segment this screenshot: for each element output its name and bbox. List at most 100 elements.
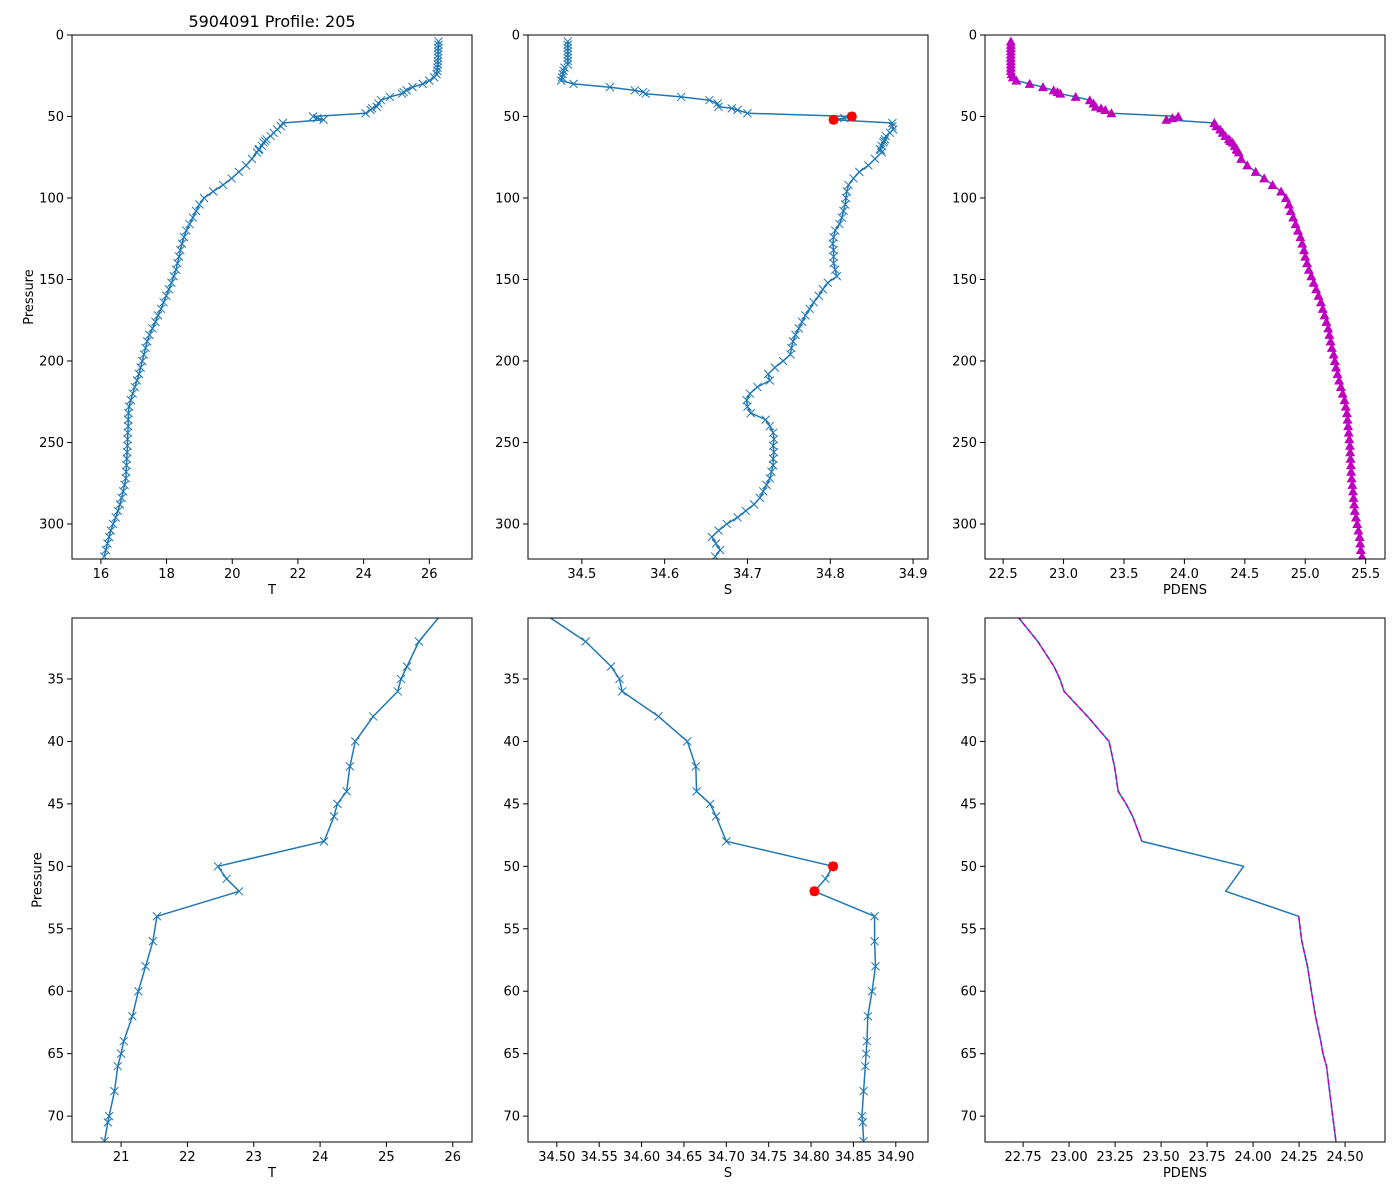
x-marker-T: [141, 961, 150, 971]
y-tick-label: 55: [47, 922, 64, 937]
triangle-marker-PDENS: [1161, 114, 1172, 124]
triangle-marker-PDENS: [1324, 329, 1335, 339]
y-tick-label: 250: [495, 436, 520, 451]
x-marker-S: [837, 213, 847, 222]
x-marker-S: [864, 161, 873, 170]
x-axis-label: S: [724, 583, 732, 598]
x-tick-label: 24: [355, 567, 372, 582]
x-marker-S: [885, 128, 895, 138]
y-tick-label: 150: [952, 273, 977, 288]
x-marker-T: [113, 1061, 123, 1071]
x-marker-T: [123, 415, 133, 425]
x-tick-label: 34.85: [835, 1150, 872, 1165]
x-marker-S: [823, 278, 833, 288]
x-tick-label: 23: [245, 1150, 262, 1165]
triangle-marker-PDENS: [1345, 453, 1356, 463]
x-marker-S: [854, 167, 864, 177]
x-tick-label: 24: [312, 1150, 329, 1165]
x-marker-T: [134, 369, 144, 379]
x-marker-S: [763, 369, 773, 379]
x-marker-S: [715, 545, 725, 555]
x-marker-S: [705, 799, 715, 809]
x-marker-S: [870, 936, 879, 946]
x-marker-T: [185, 219, 194, 229]
y-tick-label: 50: [503, 860, 520, 875]
triangle-marker-PDENS: [1242, 160, 1253, 170]
triangle-marker-PDENS: [1328, 349, 1339, 359]
axes-T-zoom-plot-area: [100, 618, 440, 1142]
x-marker-T: [345, 762, 355, 771]
triangle-marker-PDENS: [1343, 421, 1354, 431]
x-marker-T: [402, 86, 412, 95]
axes-S-zoom-plot-area: [549, 618, 880, 1142]
x-marker-T: [100, 1136, 109, 1142]
x-marker-T: [137, 356, 147, 366]
x-marker-S: [858, 1118, 868, 1127]
axes-frame: [527, 34, 929, 560]
y-tick-label: 60: [960, 985, 977, 1000]
triangle-marker-PDENS: [1319, 310, 1330, 320]
y-tick-label: 45: [47, 797, 64, 812]
x-marker-S: [617, 687, 627, 696]
x-marker-S: [801, 310, 810, 320]
y-tick-label: 45: [960, 797, 977, 812]
y-tick-label: 50: [503, 110, 520, 125]
x-marker-T: [164, 284, 174, 294]
y-tick-label: 0: [512, 29, 520, 44]
x-marker-S: [859, 1136, 868, 1142]
x-marker-T: [122, 460, 131, 470]
x-marker-T: [332, 799, 342, 809]
y-tick-label: 65: [503, 1047, 520, 1062]
x-marker-S: [867, 986, 877, 996]
x-marker-T: [433, 46, 443, 56]
x-marker-S: [768, 460, 778, 470]
x-tick-label: 22: [290, 567, 307, 582]
x-marker-S: [558, 69, 568, 79]
x-marker-T: [397, 89, 407, 99]
x-axis-label: S: [724, 1166, 732, 1181]
x-marker-T: [433, 43, 443, 53]
x-marker-S: [821, 874, 830, 884]
x-marker-T: [115, 500, 125, 509]
x-marker-S: [859, 1086, 868, 1096]
triangle-marker-PDENS: [1024, 78, 1035, 88]
triangle-marker-PDENS: [1011, 75, 1022, 85]
x-marker-T: [116, 1049, 126, 1059]
x-marker-T: [119, 1036, 129, 1046]
x-marker-S: [830, 265, 840, 275]
x-marker-T: [319, 115, 328, 125]
x-marker-S: [832, 271, 842, 281]
triangle-marker-PDENS: [1339, 395, 1350, 405]
x-marker-T: [126, 395, 136, 405]
axes-frame: [71, 34, 473, 560]
x-marker-S: [654, 712, 663, 721]
axes-frame: [984, 617, 1386, 1143]
triangle-marker-PDENS: [1276, 186, 1287, 196]
x-marker-T: [139, 350, 149, 359]
x-marker-S: [829, 258, 838, 268]
triangle-marker-PDENS: [1321, 316, 1332, 326]
x-tick-label: 34.70: [708, 1150, 745, 1165]
x-marker-T: [110, 1086, 119, 1096]
y-tick-label: 300: [952, 517, 977, 532]
x-marker-S: [705, 95, 714, 105]
x-marker-T: [234, 167, 244, 177]
triangle-marker-PDENS: [1355, 545, 1366, 555]
y-tick-label: 60: [503, 985, 520, 1000]
x-tick-label: 34.7: [733, 567, 762, 582]
x-marker-T: [122, 454, 132, 464]
x-marker-S: [727, 103, 737, 113]
x-tick-label: 34.90: [877, 1150, 914, 1165]
x-marker-S: [722, 519, 732, 529]
x-tick-label: 22.75: [1004, 1150, 1041, 1165]
triangle-marker-PDENS: [1357, 551, 1367, 559]
axes-frame: [71, 617, 473, 1143]
y-tick-label: 100: [495, 191, 520, 206]
x-marker-S: [870, 911, 879, 921]
triangle-marker-PDENS: [1334, 375, 1345, 385]
y-tick-label: 100: [952, 191, 977, 206]
x-marker-T: [148, 936, 158, 946]
x-marker-T: [429, 73, 439, 82]
x-tick-label: 34.55: [581, 1150, 618, 1165]
triangle-marker-PDENS: [1352, 518, 1363, 528]
